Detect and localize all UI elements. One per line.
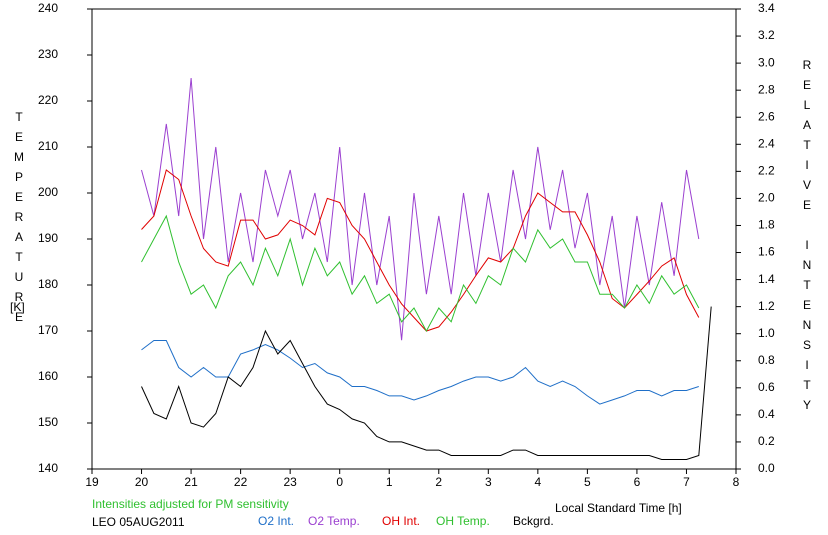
y-tick-label: 180 [38, 277, 58, 291]
y-axis-label: TEMPERATURE [12, 110, 26, 330]
x-tick-label: 3 [485, 475, 492, 489]
x-tick-label: 2 [435, 475, 442, 489]
x-tick-label: 4 [535, 475, 542, 489]
y-tick-label: 230 [38, 47, 58, 61]
y2-tick-label: 2.2 [758, 164, 775, 178]
y2-tick-label: 1.6 [758, 245, 775, 259]
y-tick-label: 160 [38, 369, 58, 383]
y2-tick-label: 0.6 [758, 380, 775, 394]
y-tick-label: 220 [38, 93, 58, 107]
x-tick-label: 5 [584, 475, 591, 489]
y2-tick-label: 0.0 [758, 461, 775, 475]
y2-tick-label: 0.2 [758, 434, 775, 448]
y2-tick-label: 3.4 [758, 1, 775, 15]
x-tick-label: 22 [234, 475, 248, 489]
y2-tick-label: 1.8 [758, 218, 775, 232]
y2-tick-label: 0.4 [758, 407, 775, 421]
y-tick-label: 240 [38, 1, 58, 15]
x-tick-label: 23 [283, 475, 297, 489]
y2-tick-label: 2.4 [758, 136, 775, 150]
series-line [141, 340, 699, 405]
station: LEO 05AUG2011 [92, 515, 185, 529]
legend-entry: O2 Int. [258, 514, 294, 528]
y2-tick-label: 1.0 [758, 326, 775, 340]
y2-tick-label: 3.2 [758, 28, 775, 42]
y2-tick-label: 2.0 [758, 191, 775, 205]
legend-entry: O2 Temp. [308, 514, 360, 528]
series-line [141, 214, 700, 333]
y-tick-label: 190 [38, 231, 58, 245]
legend-entry: Bckgrd. [513, 514, 554, 528]
y-tick-label: 200 [38, 185, 58, 199]
x-tick-label: 19 [85, 475, 99, 489]
x-axis-label: Local Standard Time [h] [555, 501, 682, 515]
y-tick-label: 170 [38, 323, 58, 337]
y2-tick-label: 2.6 [758, 109, 775, 123]
y2-tick-label: 1.4 [758, 272, 775, 286]
x-tick-label: 7 [683, 475, 690, 489]
x-tick-label: 1 [386, 475, 393, 489]
y-tick-label: 140 [38, 461, 58, 475]
legend-entry: OH Int. [382, 514, 420, 528]
y-tick-label: 150 [38, 415, 58, 429]
y2-tick-label: 0.8 [758, 353, 775, 367]
y2-tick-label: 1.2 [758, 299, 775, 313]
x-tick-label: 0 [336, 475, 343, 489]
y2-tick-label: 2.8 [758, 82, 775, 96]
y-tick-label: 210 [38, 139, 58, 153]
y-axis-unit: [K] [10, 300, 25, 314]
legend-entry: OH Temp. [436, 514, 490, 528]
x-tick-label: 21 [184, 475, 198, 489]
series-line [141, 77, 700, 341]
note: Intensities adjusted for PM sensitivity [92, 497, 289, 511]
series-line [141, 169, 700, 332]
y2-axis-label: RELATIVE INTENSITY [800, 58, 814, 418]
x-tick-label: 6 [634, 475, 641, 489]
y2-tick-label: 3.0 [758, 55, 775, 69]
x-tick-label: 20 [135, 475, 149, 489]
series-line [141, 306, 712, 460]
x-tick-label: 8 [733, 475, 740, 489]
